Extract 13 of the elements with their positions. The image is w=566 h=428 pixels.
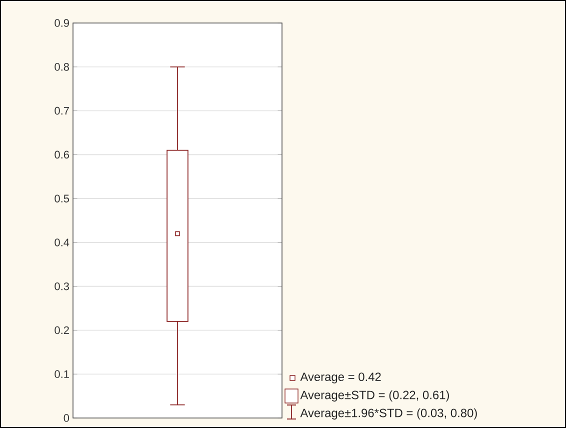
text: Average±1.96*STD = (0.03, 0.80) — [300, 408, 477, 420]
y-tick-label: 0.2 — [54, 326, 69, 334]
y-tick-label: 0.3 — [54, 282, 69, 290]
y-tick-label: 0.8 — [54, 63, 69, 71]
y-tick-label: 0 — [64, 414, 70, 422]
text: Average = 0.42 — [300, 372, 381, 384]
y-tick-label: 0.9 — [54, 19, 69, 27]
y-tick-label: 0.7 — [54, 106, 69, 115]
text: Average±STD = (0.22, 0.61) — [300, 390, 449, 402]
y-tick-label: 0.1 — [54, 370, 69, 378]
y-tick-label: 0.5 — [54, 194, 70, 202]
y-tick-label: 0.4 — [54, 238, 70, 246]
y-tick-label: 0.6 — [54, 150, 69, 159]
